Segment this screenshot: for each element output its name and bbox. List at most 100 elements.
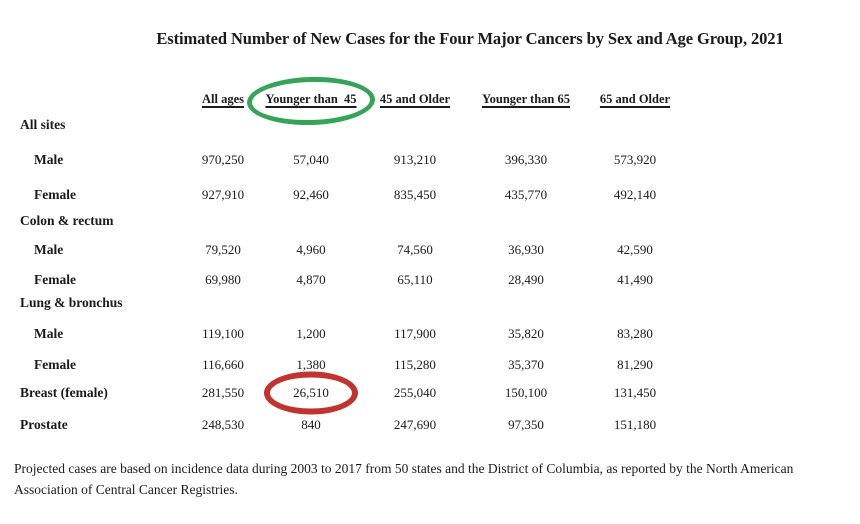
value-cell: 57,040	[263, 142, 359, 178]
row-label: Female	[34, 186, 76, 202]
cell-value-text: 26,510	[293, 385, 329, 401]
cell-value-text: 835,450	[393, 187, 437, 203]
value-cell: 42,590	[581, 230, 689, 270]
row-label: Prostate	[20, 416, 68, 432]
value-cell: 97,350	[471, 408, 581, 442]
row-label: Male	[34, 325, 64, 341]
row-label: Female	[34, 271, 76, 287]
value-cell: 1,380	[263, 352, 359, 378]
cell-value-text: 4,870	[296, 272, 326, 288]
value-cell: 247,690	[359, 408, 471, 442]
value-cell: 150,100	[471, 378, 581, 408]
row-label: Male	[34, 241, 64, 257]
value-cell: 83,280	[581, 316, 689, 352]
cell-value-text: 36,930	[508, 242, 544, 258]
value-cell: 435,770	[471, 178, 581, 212]
value-cell: 115,280	[359, 352, 471, 378]
value-cell	[471, 108, 581, 142]
value-cell: 116,660	[183, 352, 263, 378]
cell-value-text: 41,490	[617, 272, 653, 288]
value-cell	[581, 108, 689, 142]
value-cell: 835,450	[359, 178, 471, 212]
value-cell: 69,980	[183, 270, 263, 290]
cell-value-text: 35,820	[508, 326, 544, 342]
table-row: All sites	[0, 108, 689, 142]
column-header-all-ages: All ages	[201, 91, 244, 106]
value-cell: 281,550	[183, 378, 263, 408]
table-body: All sites Male 970,250 57,040 913,210 396,330…	[0, 108, 689, 442]
table-row: Colon & rectum	[0, 212, 689, 230]
column-header-65-and-older: 65 and Older	[599, 91, 671, 106]
cell-value-text: 150,100	[504, 385, 548, 401]
cell-value-text: 35,370	[508, 357, 544, 373]
row-label-header	[0, 72, 183, 108]
value-cell	[359, 290, 471, 316]
value-cell	[581, 290, 689, 316]
value-cell	[471, 212, 581, 230]
cell-value-text: 396,330	[504, 152, 548, 168]
row-label: Colon & rectum	[20, 212, 114, 228]
table-row: Female 116,660 1,380 115,280 35,370 81,290	[0, 352, 689, 378]
cell-value-text: 913,210	[393, 152, 437, 168]
table-row: Prostate 248,530 840 247,690 97,350 151,180	[0, 408, 689, 442]
row-label: Male	[34, 151, 64, 167]
value-cell	[183, 212, 263, 230]
value-cell	[359, 108, 471, 142]
cell-value-text: 92,460	[293, 187, 329, 203]
cell-value-text: 927,910	[201, 187, 245, 203]
value-cell	[581, 212, 689, 230]
cell-value-text: 116,660	[202, 357, 244, 373]
value-cell	[471, 290, 581, 316]
value-cell: 26,510	[263, 371, 359, 415]
value-cell: 4,960	[263, 230, 359, 270]
value-cell: 131,450	[581, 378, 689, 408]
column-header-45-and-older: 45 and Older	[379, 91, 451, 106]
row-label: Lung & bronchus	[20, 294, 123, 310]
cell-value-text: 83,280	[617, 326, 653, 342]
table-row: Female 69,980 4,870 65,110 28,490 41,490	[0, 270, 689, 290]
footnote: Projected cases are based on incidence d…	[14, 461, 794, 497]
value-cell: 573,920	[581, 142, 689, 178]
value-cell	[183, 108, 263, 142]
value-cell: 396,330	[471, 142, 581, 178]
cell-value-text: 248,530	[201, 417, 245, 433]
cell-value-text: 435,770	[504, 187, 548, 203]
cell-value-text: 255,040	[393, 385, 437, 401]
cell-value-text: 28,490	[508, 272, 544, 288]
cell-value-text: 1,200	[296, 326, 326, 342]
value-cell: 151,180	[581, 408, 689, 442]
value-cell	[263, 212, 359, 230]
value-cell: 36,930	[471, 230, 581, 270]
value-cell: 248,530	[183, 408, 263, 442]
value-cell: 119,100	[183, 316, 263, 352]
cell-value-text: 840	[301, 417, 321, 433]
value-cell: 79,520	[183, 230, 263, 270]
table-row: Male 119,100 1,200 117,900 35,820 83,280	[0, 316, 689, 352]
value-cell: 840	[263, 408, 359, 442]
value-cell: 28,490	[471, 270, 581, 290]
value-cell: 927,910	[183, 178, 263, 212]
cell-value-text: 115,280	[394, 357, 436, 373]
cell-value-text: 492,140	[613, 187, 657, 203]
value-cell: 74,560	[359, 230, 471, 270]
value-cell: 970,250	[183, 142, 263, 178]
cell-value-text: 151,180	[613, 417, 657, 433]
value-cell: 35,370	[471, 352, 581, 378]
value-cell: 4,870	[263, 270, 359, 290]
cell-value-text: 1,380	[296, 357, 326, 373]
value-cell: 1,200	[263, 316, 359, 352]
value-cell: 117,900	[359, 316, 471, 352]
cell-value-text: 119,100	[202, 326, 244, 342]
table-row: Female 927,910 92,460 835,450 435,770 492,140	[0, 178, 689, 212]
cell-value-text: 573,920	[613, 152, 657, 168]
value-cell: 65,110	[359, 270, 471, 290]
value-cell	[359, 212, 471, 230]
value-cell: 913,210	[359, 142, 471, 178]
cell-value-text: 970,250	[201, 152, 245, 168]
cell-value-text: 69,980	[205, 272, 241, 288]
table-row: Breast (female) 281,550 26,510 255,040 150,1…	[0, 371, 689, 415]
value-cell: 492,140	[581, 178, 689, 212]
cell-value-text: 131,450	[613, 385, 657, 401]
column-header-younger-than-65: Younger than 65	[482, 91, 570, 106]
